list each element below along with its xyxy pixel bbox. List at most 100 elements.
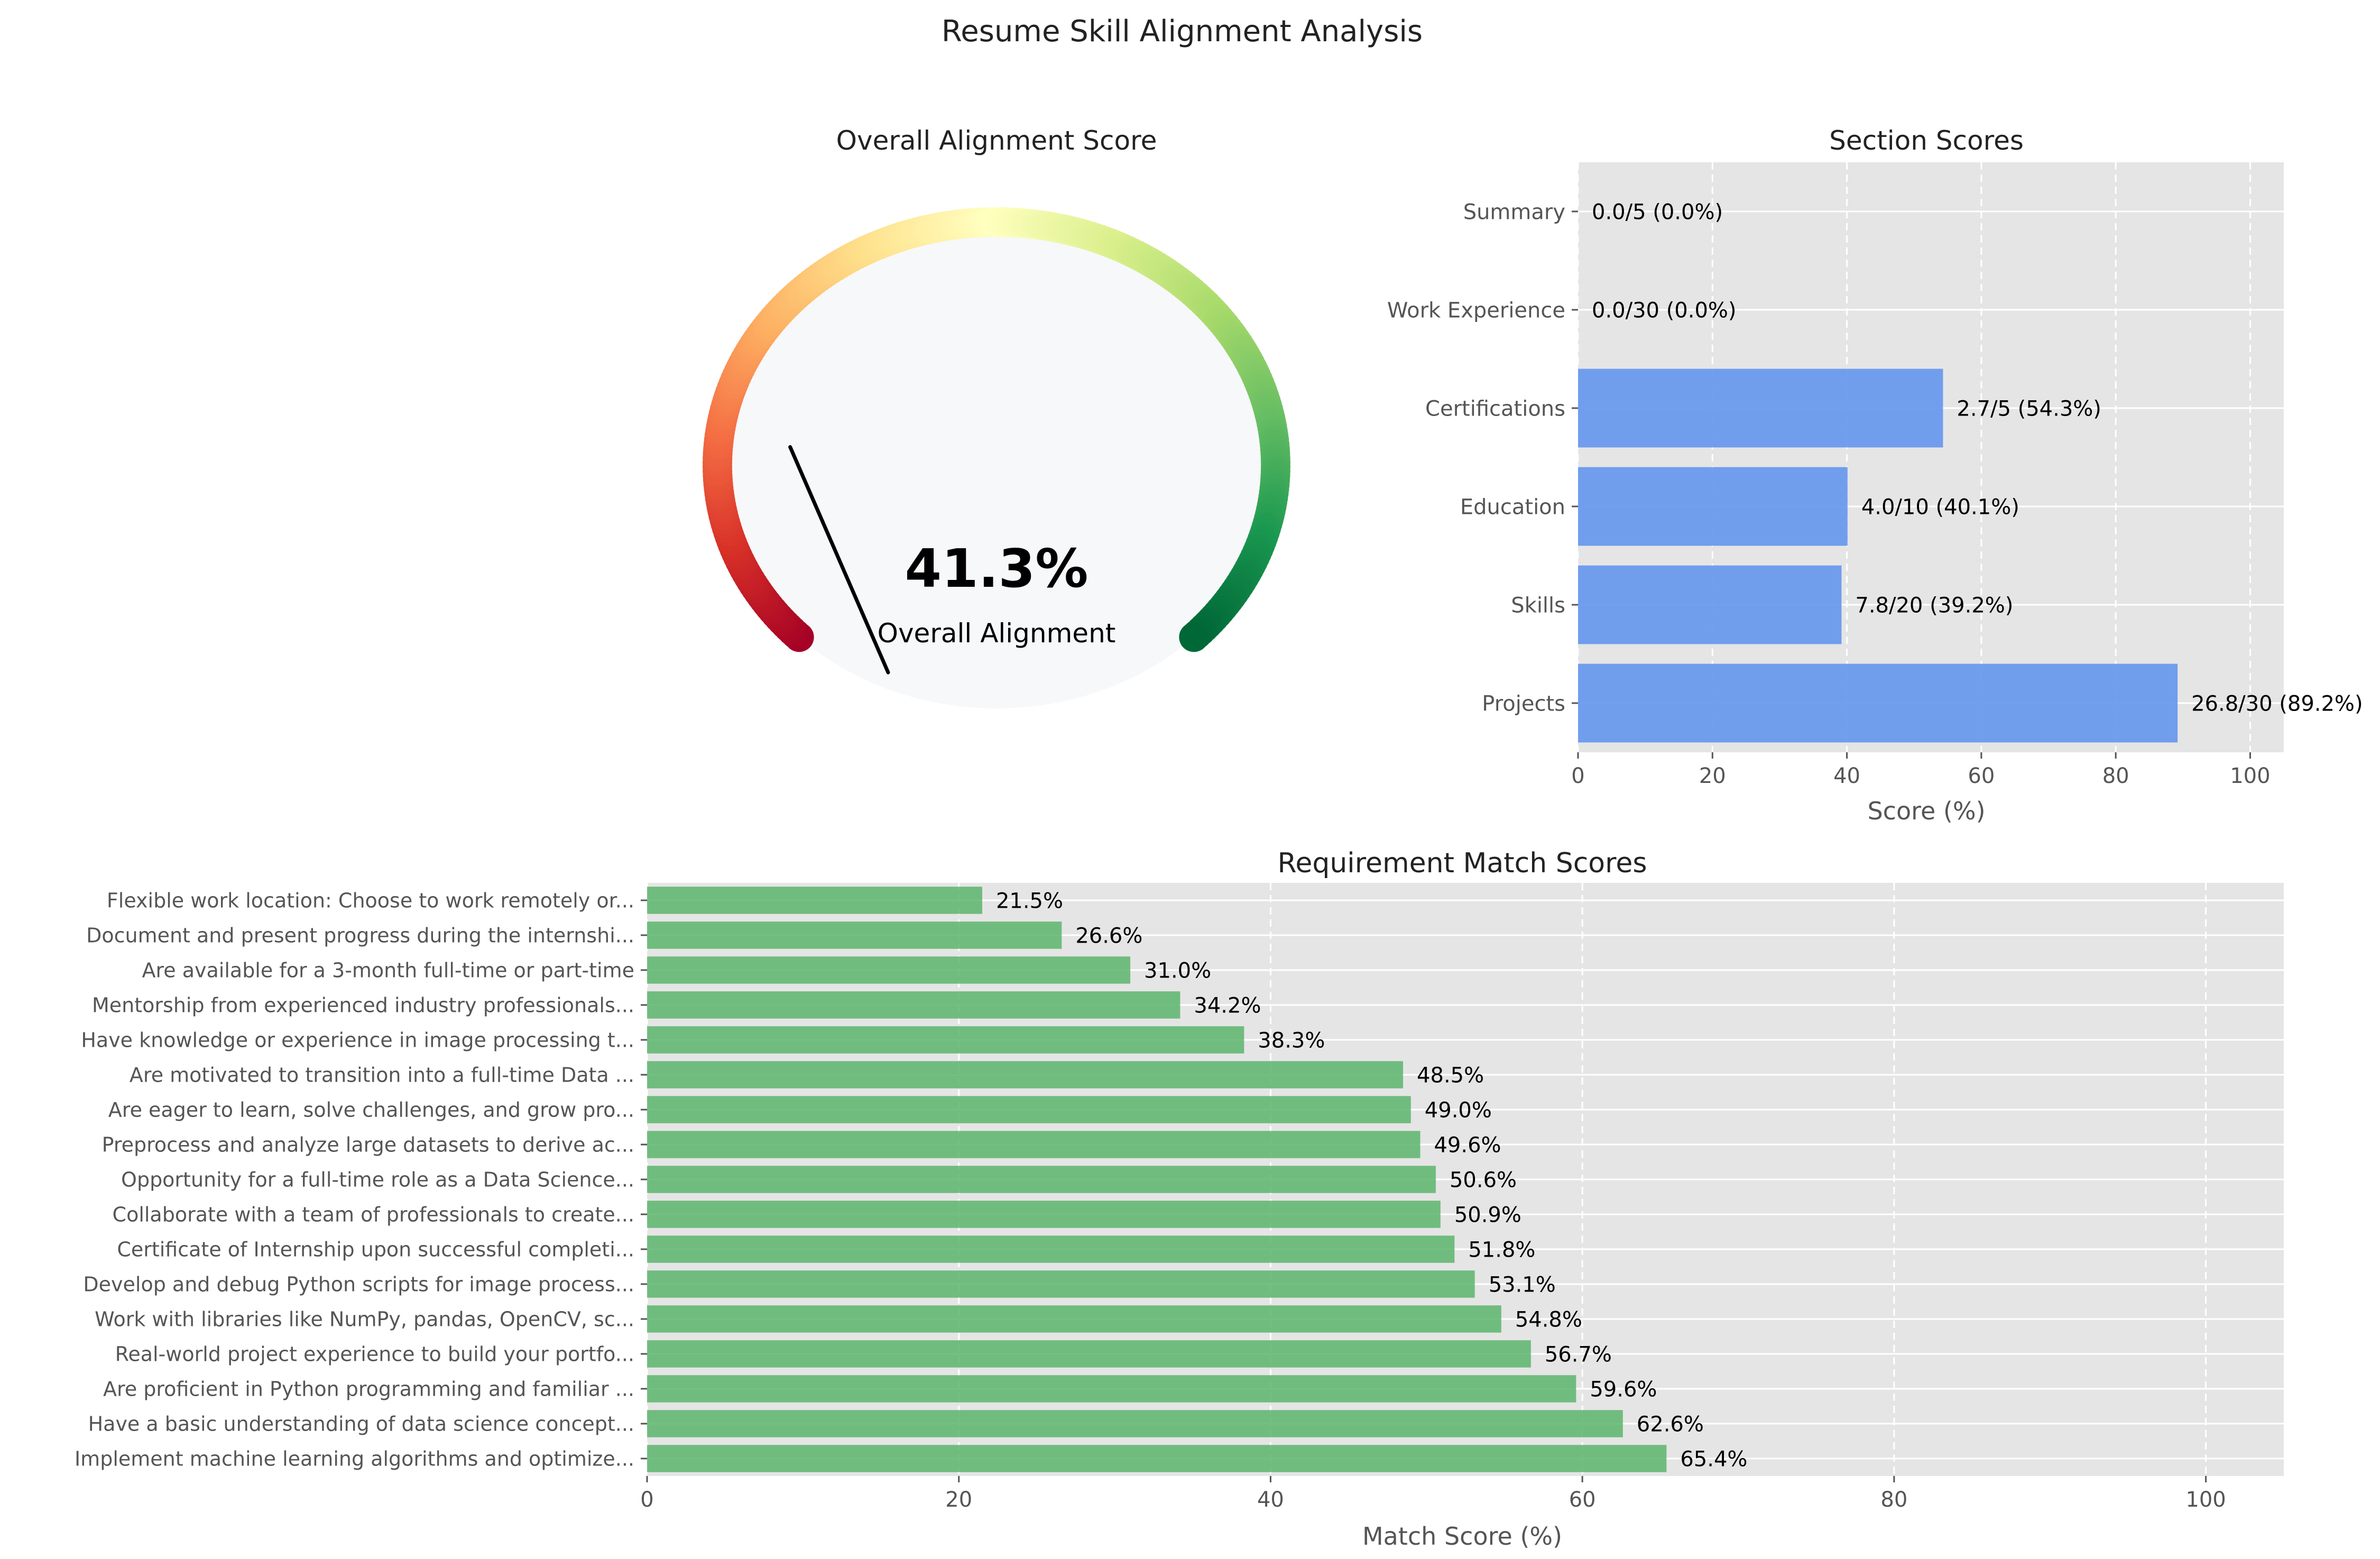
gauge-value-label: 41.3% bbox=[905, 538, 1088, 599]
bar-value-label: 65.4% bbox=[1680, 1447, 1747, 1471]
x-tick-label: 60 bbox=[1968, 764, 1995, 788]
section-category-labels: Projects Skills Education Certifications Wor… bbox=[1387, 200, 1578, 716]
bar-value-label: 50.6% bbox=[1450, 1168, 1517, 1192]
figure-title: Resume Skill Alignment Analysis bbox=[942, 14, 1423, 49]
gauge-title: Overall Alignment Score bbox=[836, 125, 1157, 156]
bar bbox=[647, 921, 1062, 949]
x-tick-label: 100 bbox=[2185, 1488, 2226, 1512]
category-label: Education bbox=[1460, 495, 1565, 519]
bar bbox=[1578, 663, 2178, 743]
bar bbox=[647, 1305, 1501, 1333]
bar-value-label: 26.6% bbox=[1075, 924, 1142, 948]
bar-value-label: 49.0% bbox=[1425, 1098, 1492, 1122]
section-plot-area bbox=[1578, 162, 2284, 752]
x-tick-label: 0 bbox=[1571, 764, 1584, 788]
x-tick-label: 20 bbox=[945, 1488, 972, 1512]
category-label: Preprocess and analyze large datasets to… bbox=[102, 1133, 634, 1157]
bar bbox=[647, 887, 982, 914]
x-tick-label: 80 bbox=[2102, 764, 2129, 788]
category-label: Skills bbox=[1511, 593, 1565, 617]
category-label: Have knowledge or experience in image pr… bbox=[81, 1029, 634, 1052]
category-label: Are motivated to transition into a full-… bbox=[130, 1064, 634, 1087]
bar-value-label: 31.0% bbox=[1144, 958, 1211, 983]
requirement-bars: 65.4% 62.6% 59.6% 56.7% 54.8% 53.1% 51.8% 50.9%… bbox=[647, 887, 1747, 1472]
bar bbox=[1578, 565, 1842, 644]
bar-value-label: 26.8/30 (89.2%) bbox=[2191, 691, 2363, 716]
category-label: Work with libraries like NumPy, pandas, … bbox=[95, 1308, 634, 1331]
gauge-arc-segment bbox=[1179, 622, 1209, 652]
bar-value-label: 62.6% bbox=[1637, 1412, 1704, 1436]
bar-value-label: 53.1% bbox=[1489, 1272, 1556, 1297]
category-label: Are eager to learn, solve challenges, an… bbox=[108, 1099, 634, 1122]
section-scores-title: Section Scores bbox=[1829, 125, 2024, 156]
category-label: Flexible work location: Choose to work r… bbox=[107, 889, 634, 912]
bar-value-label: 59.6% bbox=[1590, 1377, 1657, 1401]
bar bbox=[647, 1096, 1411, 1123]
bar-value-label: 0.0/30 (0.0%) bbox=[1592, 298, 1737, 322]
category-label: Are available for a 3-month full-time or… bbox=[142, 959, 634, 982]
category-label: Mentorship from experienced industry pro… bbox=[92, 994, 634, 1017]
x-tick-label: 60 bbox=[1569, 1488, 1596, 1512]
x-tick-label: 20 bbox=[1699, 764, 1726, 788]
bar-value-label: 50.9% bbox=[1454, 1203, 1521, 1227]
bar-value-label: 56.7% bbox=[1545, 1342, 1612, 1367]
bar-value-label: 54.8% bbox=[1515, 1307, 1582, 1332]
category-label: Summary bbox=[1463, 200, 1565, 224]
section-scores-panel: Section Scores 26.8/30 (89.2%) 7.8/20 (39… bbox=[1387, 125, 2363, 825]
x-tick-label: 40 bbox=[1257, 1488, 1284, 1512]
gauge-face bbox=[717, 222, 1276, 708]
category-label: Document and present progress during the… bbox=[86, 924, 634, 947]
requirement-x-ticks: 0 20 40 60 80 100 bbox=[640, 1476, 2226, 1512]
section-bars: 26.8/30 (89.2%) 7.8/20 (39.2%) 4.0/10 (40.… bbox=[1578, 200, 2363, 743]
category-label: Collaborate with a team of professionals… bbox=[113, 1203, 634, 1226]
bar bbox=[647, 1201, 1441, 1228]
bar bbox=[647, 1270, 1475, 1298]
x-tick-label: 0 bbox=[640, 1488, 653, 1512]
bar bbox=[647, 956, 1131, 984]
section-x-ticks: 0 20 40 60 80 100 bbox=[1571, 752, 2271, 788]
bar-value-label: 4.0/10 (40.1%) bbox=[1861, 495, 2019, 519]
bar bbox=[647, 991, 1180, 1019]
bar-value-label: 7.8/20 (39.2%) bbox=[1855, 593, 2013, 617]
bar-value-label: 51.8% bbox=[1468, 1238, 1535, 1262]
category-label: Opportunity for a full-time role as a Da… bbox=[121, 1168, 634, 1192]
bar bbox=[1578, 467, 1848, 546]
requirement-panel: Requirement Match Scores 65.4% 62.6% 59.6%… bbox=[75, 847, 2284, 1551]
bar-value-label: 48.5% bbox=[1417, 1063, 1484, 1087]
category-label: Real-world project experience to build y… bbox=[115, 1343, 634, 1366]
section-x-axis-label: Score (%) bbox=[1867, 797, 1985, 825]
gauge-needle bbox=[788, 445, 890, 675]
bar-value-label: 21.5% bbox=[996, 889, 1063, 913]
gauge-caption: Overall Alignment bbox=[878, 618, 1116, 649]
requirement-x-axis-label: Match Score (%) bbox=[1362, 1522, 1562, 1551]
bar bbox=[647, 1410, 1623, 1437]
category-label: Develop and debug Python scripts for ima… bbox=[83, 1273, 634, 1296]
gauge-color-arc bbox=[703, 207, 1290, 652]
bar bbox=[647, 1235, 1455, 1263]
bar bbox=[647, 1340, 1531, 1368]
bar bbox=[647, 1061, 1404, 1088]
bar bbox=[647, 1131, 1420, 1158]
bar bbox=[647, 1445, 1667, 1472]
category-label: Work Experience bbox=[1387, 298, 1565, 322]
category-label: Are proficient in Python programming and… bbox=[103, 1378, 634, 1401]
bar bbox=[1578, 368, 1943, 448]
bar-value-label: 49.6% bbox=[1434, 1133, 1501, 1157]
bar-value-label: 34.2% bbox=[1194, 993, 1261, 1018]
category-label: Implement machine learning algorithms an… bbox=[75, 1447, 634, 1471]
requirement-category-labels: Implement machine learning algorithms an… bbox=[75, 889, 647, 1471]
gauge-panel: Overall Alignment Score 41.3% Overall Al… bbox=[703, 125, 1290, 708]
bar bbox=[647, 1375, 1576, 1403]
bar-value-label: 0.0/5 (0.0%) bbox=[1592, 200, 1723, 224]
requirement-title: Requirement Match Scores bbox=[1278, 847, 1647, 879]
category-label: Projects bbox=[1482, 691, 1565, 716]
bar bbox=[647, 1166, 1436, 1193]
category-label: Have a basic understanding of data scien… bbox=[88, 1413, 634, 1436]
bar-value-label: 2.7/5 (54.3%) bbox=[1957, 396, 2101, 421]
bar bbox=[647, 1026, 1244, 1054]
x-tick-label: 100 bbox=[2230, 764, 2270, 788]
category-label: Certificate of Internship upon successfu… bbox=[117, 1238, 634, 1261]
x-tick-label: 40 bbox=[1833, 764, 1860, 788]
bar-value-label: 38.3% bbox=[1258, 1028, 1325, 1053]
